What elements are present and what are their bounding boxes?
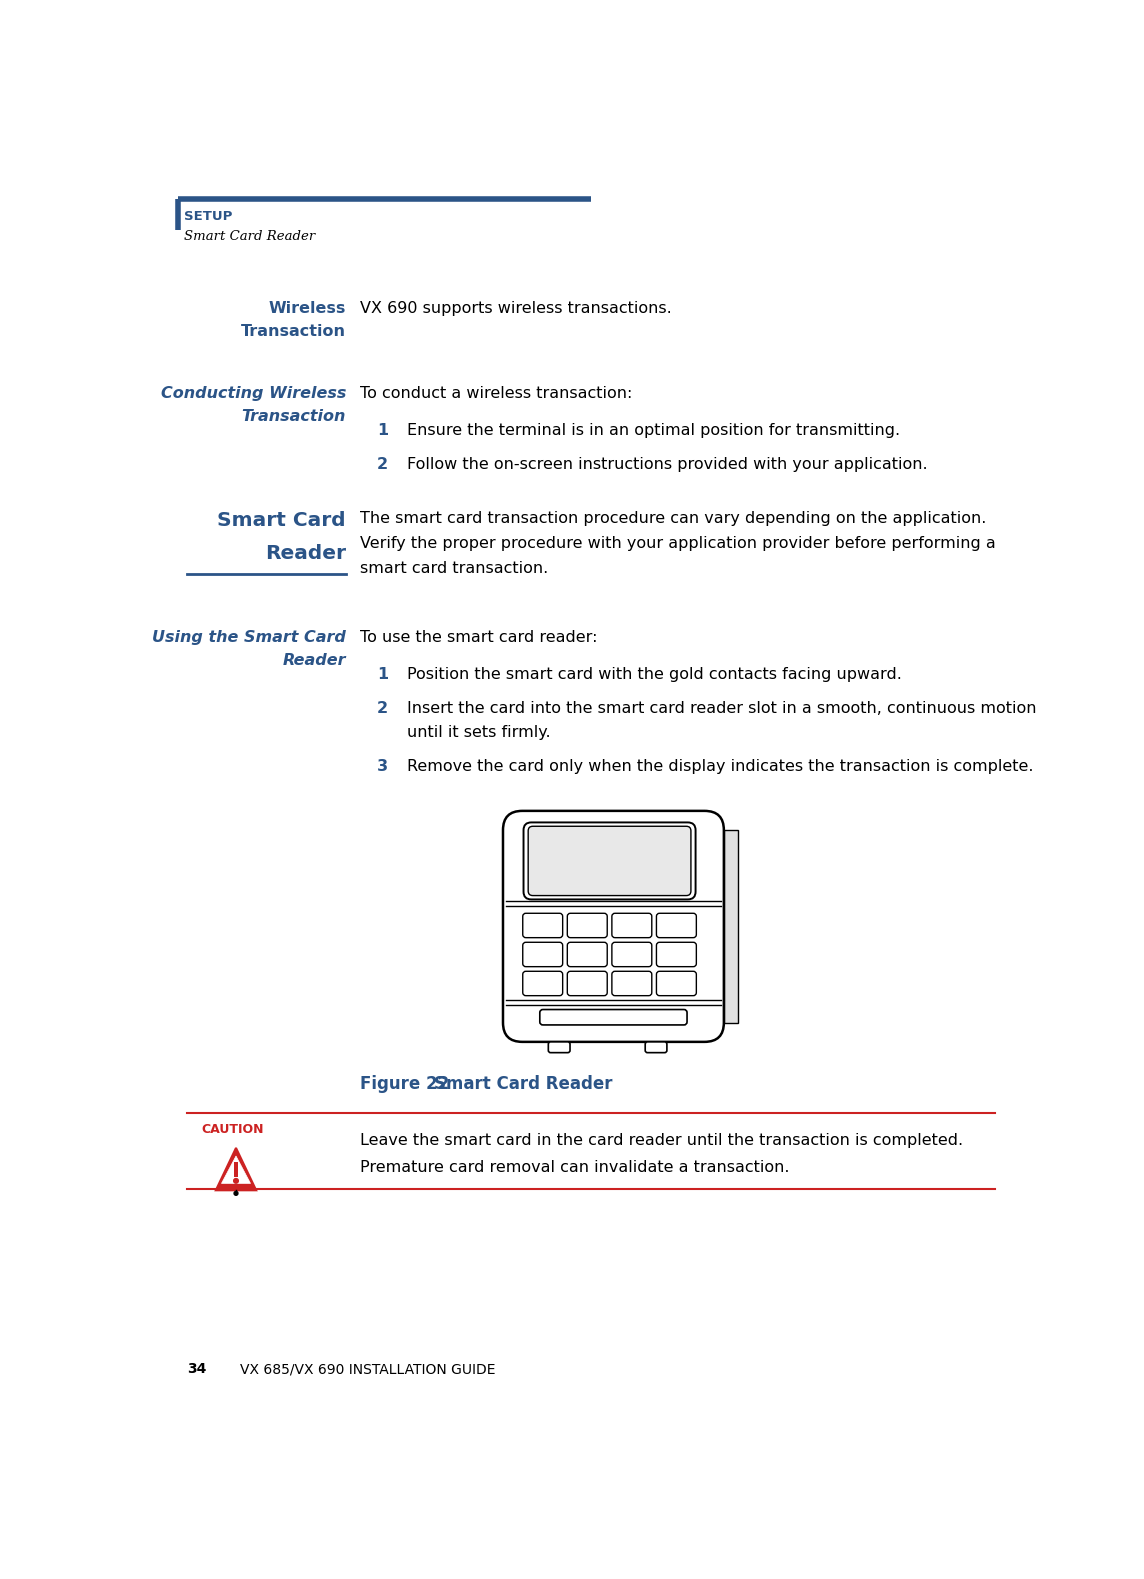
Text: SETUP: SETUP bbox=[184, 210, 232, 223]
Text: Ensure the terminal is in an optimal position for transmitting.: Ensure the terminal is in an optimal pos… bbox=[406, 423, 899, 437]
FancyBboxPatch shape bbox=[529, 826, 691, 895]
FancyBboxPatch shape bbox=[657, 913, 697, 938]
Text: smart card transaction.: smart card transaction. bbox=[360, 561, 548, 576]
FancyBboxPatch shape bbox=[567, 913, 607, 938]
Text: Position the smart card with the gold contacts facing upward.: Position the smart card with the gold co… bbox=[406, 666, 901, 682]
Text: Conducting Wireless: Conducting Wireless bbox=[160, 385, 345, 401]
Text: Insert the card into the smart card reader slot in a smooth, continuous motion: Insert the card into the smart card read… bbox=[406, 701, 1036, 715]
Polygon shape bbox=[216, 1148, 256, 1191]
FancyBboxPatch shape bbox=[567, 971, 607, 996]
Text: Using the Smart Card: Using the Smart Card bbox=[152, 630, 345, 644]
FancyBboxPatch shape bbox=[657, 971, 697, 996]
FancyBboxPatch shape bbox=[567, 943, 607, 966]
FancyBboxPatch shape bbox=[548, 1042, 570, 1053]
Text: VX 685/VX 690 INSTALLATION GUIDE: VX 685/VX 690 INSTALLATION GUIDE bbox=[240, 1363, 495, 1375]
Text: CAUTION: CAUTION bbox=[201, 1123, 263, 1135]
Text: Transaction: Transaction bbox=[241, 324, 345, 339]
Text: VX 690 supports wireless transactions.: VX 690 supports wireless transactions. bbox=[360, 302, 672, 316]
FancyBboxPatch shape bbox=[612, 971, 652, 996]
Text: Leave the smart card in the card reader until the transaction is completed.: Leave the smart card in the card reader … bbox=[360, 1132, 963, 1148]
FancyBboxPatch shape bbox=[523, 913, 563, 938]
Text: 1: 1 bbox=[378, 666, 388, 682]
Polygon shape bbox=[222, 1156, 251, 1183]
FancyBboxPatch shape bbox=[523, 971, 563, 996]
Bar bbox=[233, 1162, 238, 1178]
FancyBboxPatch shape bbox=[503, 812, 724, 1042]
Text: Wireless: Wireless bbox=[269, 302, 345, 316]
FancyBboxPatch shape bbox=[540, 1009, 688, 1025]
Text: 34: 34 bbox=[188, 1363, 207, 1375]
Text: Verify the proper procedure with your application provider before performing a: Verify the proper procedure with your ap… bbox=[360, 535, 995, 551]
Text: 3: 3 bbox=[378, 759, 388, 774]
Text: Smart Card Reader: Smart Card Reader bbox=[184, 229, 316, 243]
Text: 2: 2 bbox=[378, 701, 388, 715]
Text: The smart card transaction procedure can vary depending on the application.: The smart card transaction procedure can… bbox=[360, 512, 986, 526]
FancyBboxPatch shape bbox=[523, 943, 563, 966]
Text: Remove the card only when the display indicates the transaction is complete.: Remove the card only when the display in… bbox=[406, 759, 1033, 774]
Text: Smart Card: Smart Card bbox=[217, 512, 345, 531]
FancyBboxPatch shape bbox=[645, 1042, 667, 1053]
FancyBboxPatch shape bbox=[612, 943, 652, 966]
Text: Reader: Reader bbox=[265, 543, 345, 562]
Bar bbox=[724, 831, 738, 1023]
Circle shape bbox=[235, 1192, 238, 1195]
FancyBboxPatch shape bbox=[612, 913, 652, 938]
Text: Smart Card Reader: Smart Card Reader bbox=[434, 1075, 612, 1093]
Text: Follow the on-screen instructions provided with your application.: Follow the on-screen instructions provid… bbox=[406, 456, 927, 472]
Text: To conduct a wireless transaction:: To conduct a wireless transaction: bbox=[360, 385, 633, 401]
FancyBboxPatch shape bbox=[524, 823, 696, 900]
Text: until it sets firmly.: until it sets firmly. bbox=[406, 725, 550, 741]
Text: 1: 1 bbox=[378, 423, 388, 437]
Text: To use the smart card reader:: To use the smart card reader: bbox=[360, 630, 597, 644]
Text: Reader: Reader bbox=[283, 654, 345, 668]
Circle shape bbox=[233, 1178, 238, 1183]
Text: Figure 22: Figure 22 bbox=[360, 1075, 450, 1093]
FancyBboxPatch shape bbox=[657, 943, 697, 966]
Text: 2: 2 bbox=[378, 456, 388, 472]
Text: Transaction: Transaction bbox=[241, 409, 345, 423]
Text: Premature card removal can invalidate a transaction.: Premature card removal can invalidate a … bbox=[360, 1159, 789, 1175]
